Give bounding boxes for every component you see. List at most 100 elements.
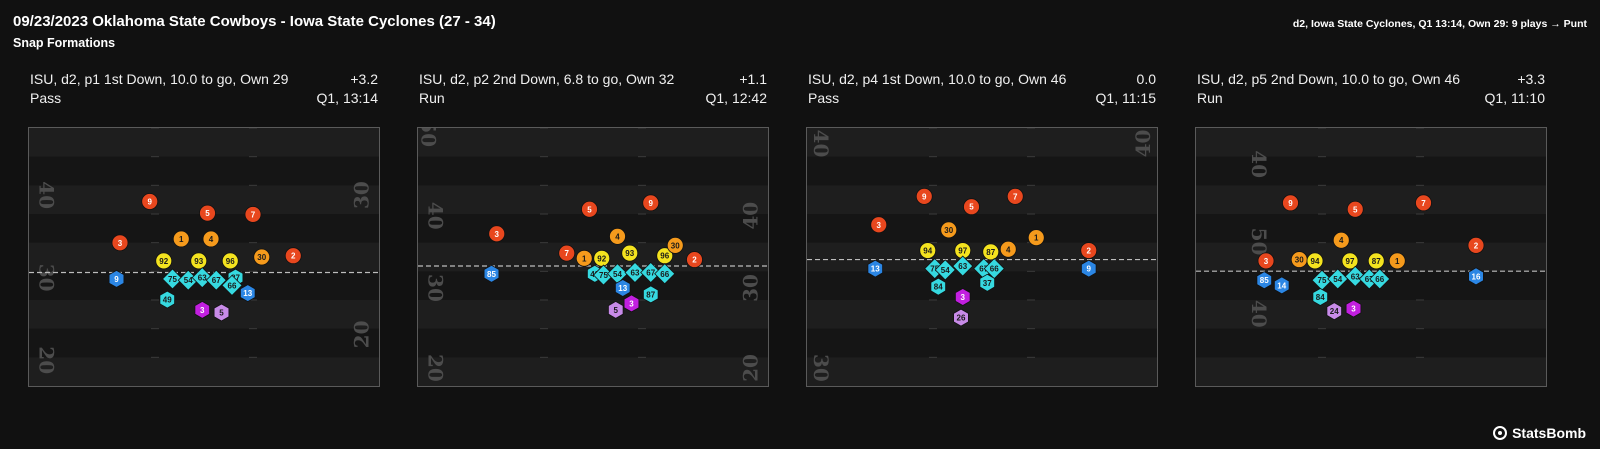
player-marker: 67 (205, 269, 227, 291)
player-number-label: 24 (1330, 307, 1339, 316)
player-number-label: 37 (983, 279, 992, 288)
yard-number-label: 40 (424, 202, 448, 230)
player-number-label: 9 (148, 198, 153, 207)
player-shape (623, 294, 640, 313)
player-shape (1027, 229, 1045, 247)
player-shape (1257, 252, 1275, 270)
yard-number-label: 20 (350, 320, 374, 348)
formation-field: 40 40 30 9 7 5 3 30 1 94 97 87 4 2 13 75 54 63 67 66 9 84 37 3 2… (806, 127, 1158, 387)
player-marker: 54 (934, 259, 956, 281)
player-marker: 9 (642, 194, 660, 212)
player-number-label: 92 (159, 257, 168, 266)
player-marker: 92 (593, 249, 611, 267)
player-marker: 85 (483, 264, 500, 283)
yard-number-label: 40 (1131, 130, 1155, 158)
player-number-label: 5 (1353, 205, 1358, 214)
player-shape (1467, 236, 1485, 254)
player-marker: 4 (1332, 231, 1350, 249)
player-shape (483, 264, 500, 283)
player-shape (213, 303, 230, 322)
player-marker: 94 (919, 242, 937, 259)
player-marker: 84 (1312, 288, 1329, 306)
player-marker: 24 (1326, 302, 1343, 321)
player-number-label: 2 (1087, 247, 1092, 256)
player-number-label: 3 (118, 239, 123, 248)
player-number-label: 5 (587, 205, 592, 214)
player-shape (172, 230, 190, 248)
player-number-label: 84 (1316, 293, 1325, 302)
play-panel-1: ISU, d2, p1 1st Down, 10.0 to go, Own 29… (28, 70, 380, 392)
player-number-label: 67 (646, 268, 655, 277)
play-title: ISU, d2, p1 1st Down, 10.0 to go, Own 29 (30, 71, 289, 87)
field-band (418, 214, 768, 243)
field-band (807, 156, 1157, 186)
player-number-label: 75 (1318, 276, 1327, 285)
player-number-label: 30 (1295, 256, 1304, 265)
player-shape (640, 261, 662, 284)
player-shape (1415, 194, 1432, 212)
player-marker: 5 (607, 300, 624, 319)
field-band (29, 328, 379, 358)
player-marker: 1 (1388, 252, 1406, 270)
player-shape (1369, 268, 1391, 290)
player-marker: 1 (575, 249, 593, 267)
player-marker: 67 (640, 261, 662, 284)
player-marker: 9 (915, 187, 933, 205)
player-marker: 5 (1346, 200, 1364, 218)
player-number-label: 66 (228, 281, 237, 290)
player-marker: 66 (221, 274, 243, 296)
player-number-label: 9 (1288, 199, 1293, 208)
player-marker: 5 (581, 200, 598, 218)
play-epa: 0.0 (1136, 71, 1156, 87)
player-shape (952, 255, 974, 277)
player-number-label: 54 (941, 266, 950, 275)
player-shape (607, 300, 624, 319)
player-shape (1468, 267, 1484, 286)
player-number-label: 4 (1339, 236, 1344, 245)
player-number-label: 66 (660, 270, 669, 279)
player-marker: 4 (999, 240, 1017, 258)
player-marker: 3 (870, 216, 888, 234)
player-number-label: 3 (629, 299, 634, 308)
player-shape (221, 274, 243, 296)
player-number-label: 94 (1311, 257, 1320, 266)
player-shape (870, 216, 888, 234)
yard-number-label: 30 (809, 354, 833, 382)
player-shape (108, 269, 125, 288)
player-number-label: 93 (194, 257, 203, 266)
player-number-label: 3 (200, 306, 205, 315)
yard-number-label: 40 (1247, 300, 1271, 328)
player-marker: 3 (954, 288, 971, 306)
player-marker: 13 (239, 284, 256, 303)
player-shape (1344, 265, 1366, 287)
play-panel-3: ISU, d2, p4 1st Down, 10.0 to go, Own 46… (806, 70, 1158, 392)
player-marker: 63 (624, 261, 646, 284)
player-number-label: 49 (163, 296, 172, 305)
player-shape (919, 242, 937, 259)
formation-field: 40 50 40 9 5 7 4 2 3 30 94 97 87 1 85 14 75 54 63 67 66 16 84 2… (1195, 127, 1547, 387)
player-marker: 9 (1282, 194, 1299, 212)
player-marker: 30 (1290, 251, 1308, 268)
player-shape (244, 206, 262, 223)
player-marker: 30 (666, 236, 684, 254)
player-number-label: 67 (979, 265, 988, 274)
player-marker: 7 (1006, 187, 1024, 205)
play-title: ISU, d2, p4 1st Down, 10.0 to go, Own 46 (808, 71, 1067, 87)
statsbomb-brand: StatsBomb (1493, 425, 1586, 441)
yard-number-label: 50 (1247, 228, 1271, 256)
player-shape (621, 244, 639, 262)
player-marker: 30 (940, 221, 958, 239)
player-marker: 85 (1256, 271, 1272, 290)
play-epa: +3.2 (350, 71, 378, 87)
player-marker: 9 (108, 269, 125, 288)
player-shape (111, 234, 129, 252)
player-marker: 13 (867, 259, 883, 278)
player-shape (155, 252, 173, 270)
player-number-label: 3 (877, 221, 882, 230)
player-number-label: 97 (1346, 257, 1355, 266)
player-number-label: 75 (599, 271, 608, 280)
player-marker: 63 (191, 267, 213, 289)
player-shape (199, 204, 216, 222)
player-shape (982, 243, 1000, 261)
